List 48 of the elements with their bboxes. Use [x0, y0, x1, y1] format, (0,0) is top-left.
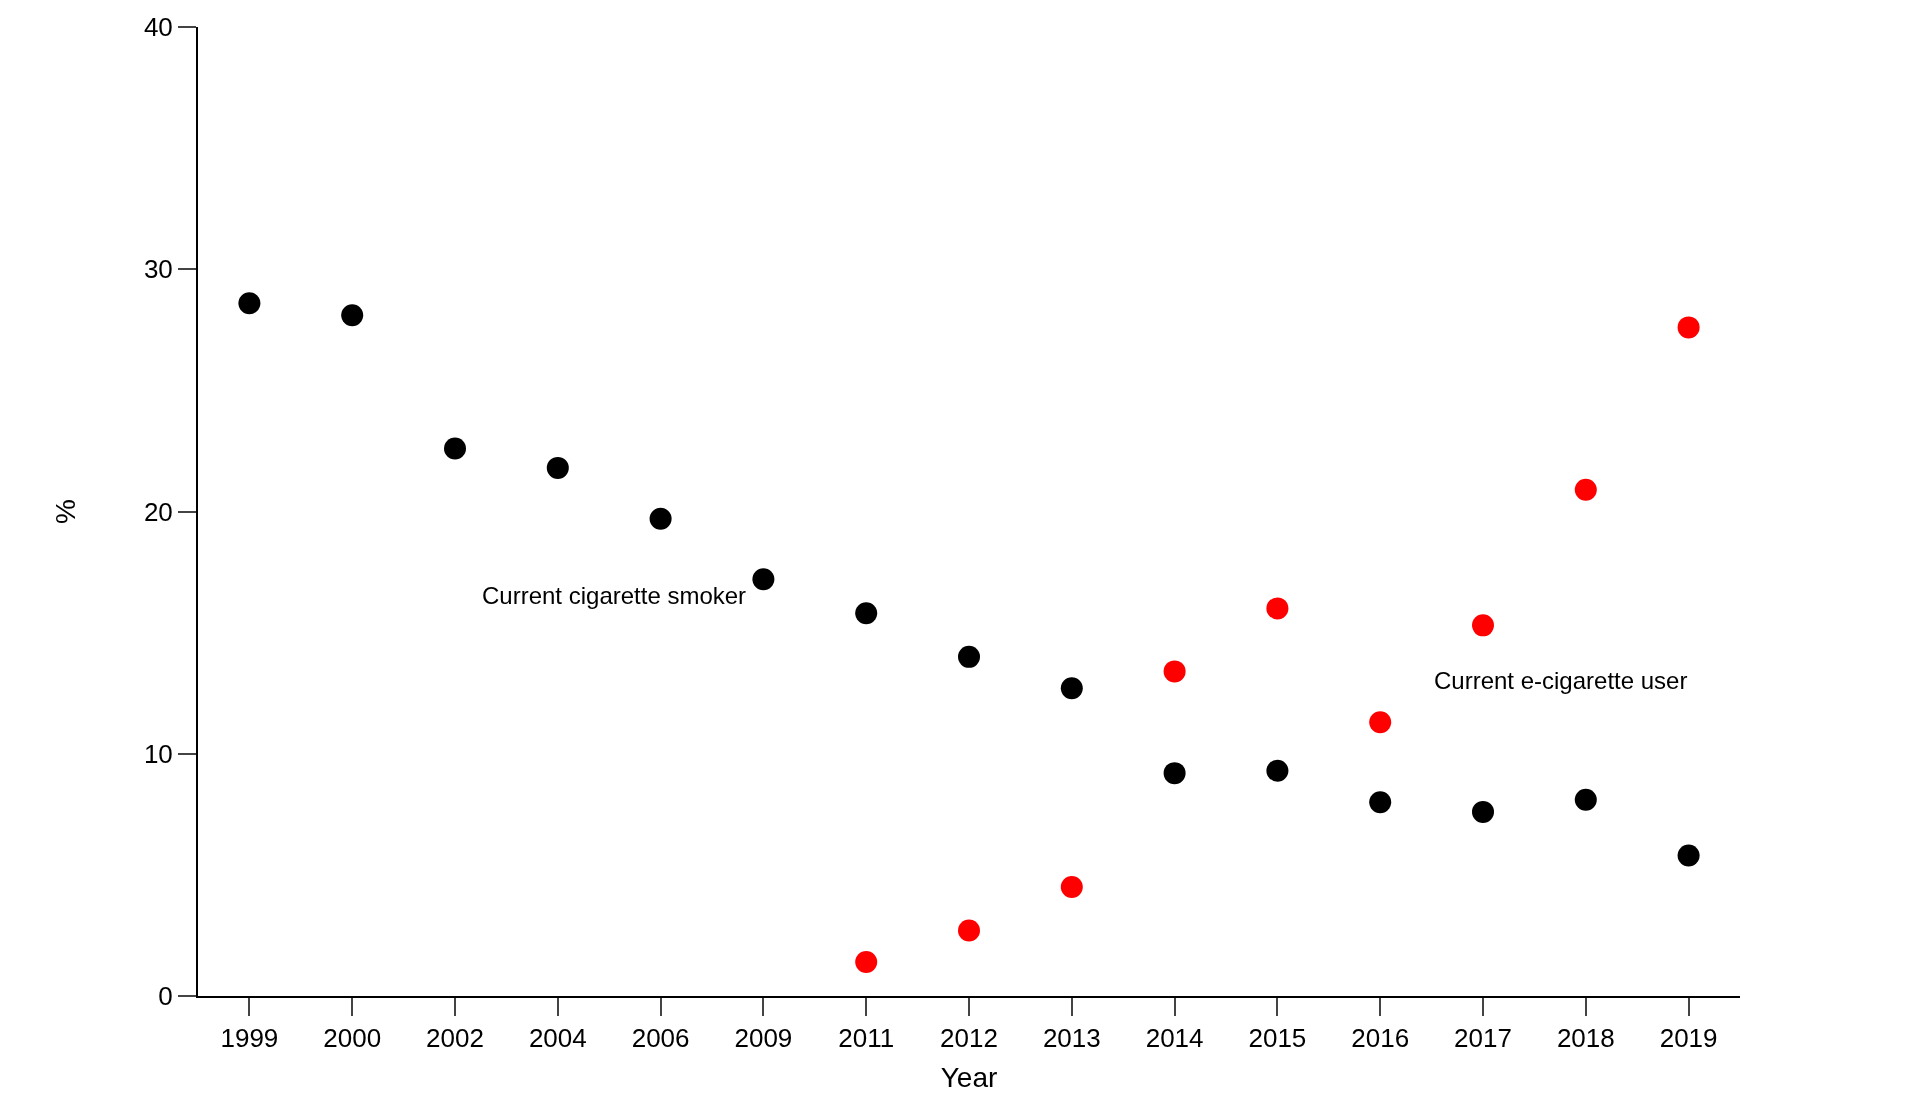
x-tick-label: 2006 [631, 1023, 690, 1054]
x-tick-label: 2013 [1042, 1023, 1101, 1054]
point [1266, 759, 1289, 782]
y-axis-title: % [50, 499, 82, 524]
x-tick-label: 2012 [940, 1023, 998, 1054]
y-tick-label: 40 [143, 12, 173, 43]
x-tick-label: 2017 [1454, 1023, 1512, 1054]
x-tick-label: 2009 [734, 1023, 793, 1054]
point [546, 456, 569, 479]
x-tick-label: 2016 [1351, 1023, 1410, 1054]
point [958, 919, 980, 942]
point [1060, 875, 1083, 898]
point [1060, 677, 1083, 700]
point [855, 951, 878, 974]
point [1677, 844, 1700, 867]
point [238, 292, 261, 315]
x-tick-label: 2019 [1659, 1023, 1718, 1054]
x-tick-label: 2011 [838, 1023, 895, 1054]
x-tick-label: 2018 [1556, 1023, 1615, 1054]
y-tick-label: 0 [158, 981, 173, 1012]
x-tick-label: 2000 [323, 1023, 382, 1054]
x-tick-label: 2015 [1248, 1023, 1307, 1054]
text: Current e-cigarette user [1434, 667, 1688, 694]
point [1369, 791, 1392, 814]
y-tick-label: 30 [143, 254, 173, 285]
point [855, 602, 878, 625]
point [1163, 660, 1186, 683]
point [1677, 316, 1700, 339]
x-axis-title: Year [940, 1061, 998, 1093]
point [1266, 597, 1289, 620]
x-tick-label: 2014 [1145, 1023, 1204, 1054]
point [1472, 800, 1494, 823]
x-tick-label: 2004 [528, 1023, 587, 1054]
series-label: Current cigarette smoker [482, 582, 747, 609]
point [752, 568, 775, 591]
point [1369, 711, 1392, 734]
point [1163, 762, 1186, 785]
y-tick-label: 20 [143, 496, 173, 527]
point [444, 437, 466, 460]
point [958, 645, 980, 668]
point [341, 304, 364, 327]
point [649, 507, 672, 530]
point [1472, 614, 1494, 637]
point [1574, 788, 1597, 811]
x-tick-label: 1999 [220, 1023, 279, 1054]
y-tick-label: 10 [143, 738, 173, 769]
x-tick-label: 2002 [426, 1023, 484, 1054]
point [1574, 478, 1597, 501]
